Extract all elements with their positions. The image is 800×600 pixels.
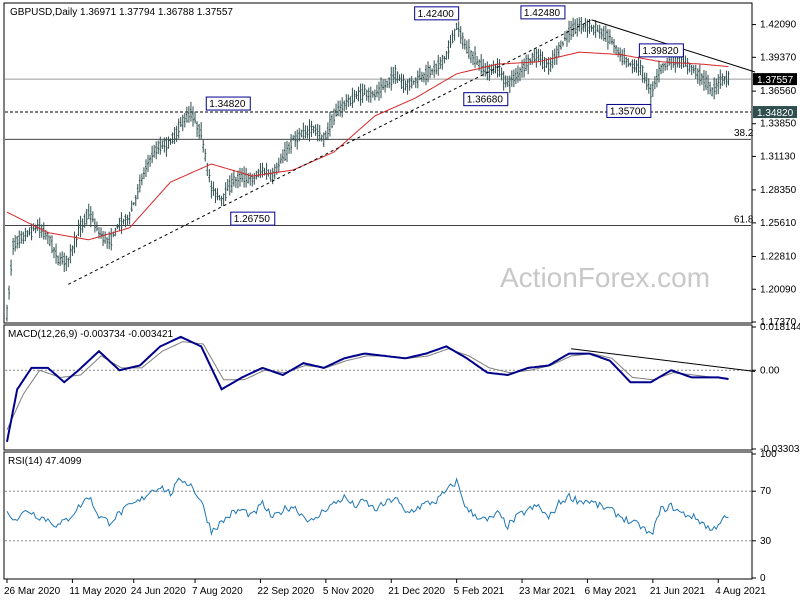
annotation-label: 1.35700 (610, 106, 647, 117)
price-tick-label: 1.20090 (760, 284, 797, 295)
fib-label: 38.2 (734, 128, 754, 139)
price-tick-label: 1.31130 (760, 151, 796, 162)
watermark: ActionForex.com (500, 262, 710, 293)
x-tick-label: 11 May 2020 (69, 586, 127, 597)
macd-trendline (571, 348, 756, 372)
x-tick-label: 23 Mar 2021 (519, 586, 576, 597)
moving-average (6, 51, 729, 241)
x-tick-label: 7 Aug 2020 (192, 586, 243, 597)
rsi-tick-label: 70 (760, 486, 772, 497)
macd-panel-frame (3, 324, 753, 451)
price-trendlines (68, 19, 756, 285)
price-tick-label: 1.17370 (760, 317, 797, 328)
moving-average-line (6, 51, 729, 241)
x-tick-label: 24 Jun 2020 (131, 586, 186, 597)
macd-tick-label: 0.00 (760, 365, 780, 376)
x-tick-label: 5 Nov 2020 (323, 586, 375, 597)
rsi-panel: 100 70 30 0 RSI(14) 47.4099 (3, 449, 777, 584)
macd-tick-label: 0.018144 (760, 322, 800, 333)
price-panel-frame (3, 2, 753, 324)
annotation-label: 1.26750 (234, 214, 271, 225)
support-price-tag (753, 106, 797, 119)
price-y-axis: 1.42090 1.39370 1.36560 1.33850 1.31130 1.283… (752, 20, 797, 328)
annotation-box (520, 5, 566, 20)
macd-y-axis: 0.018144 0.00 -0.033034 (752, 322, 800, 455)
x-tick-label: 21 Dec 2020 (388, 586, 445, 597)
price-tick-label: 1.28350 (760, 185, 797, 196)
annotation-box (463, 92, 509, 107)
annotation-label: 1.39820 (642, 46, 679, 57)
fib-label: 61.8 (734, 214, 754, 225)
macd-line (6, 335, 729, 442)
x-tick-label: 6 May 2021 (584, 586, 637, 597)
x-axis: 26 Mar 2020 11 May 2020 24 Jun 2020 7 Aug 2… (4, 579, 766, 597)
price-tick-label: 1.36560 (760, 86, 797, 97)
rsi-y-axis: 100 70 30 0 (752, 449, 777, 584)
current-price-label: 1.37557 (757, 75, 794, 86)
price-tick-label: 1.33850 (760, 119, 797, 130)
rsi-tick-label: 100 (760, 449, 777, 460)
annotation-box (230, 211, 276, 226)
x-tick-label: 21 Jun 2021 (650, 586, 705, 597)
trendline (68, 19, 592, 285)
current-price-tag (753, 73, 797, 86)
rsi-panel-frame (3, 451, 753, 580)
price-tick-label: 1.22810 (760, 252, 797, 263)
annotation-label: 1.42400 (418, 9, 455, 20)
annotation-box (638, 43, 684, 58)
rsi-line (6, 477, 729, 536)
annotation-box (414, 6, 460, 21)
x-tick-label: 22 Sep 2020 (257, 586, 314, 597)
macd-panel: 0.018144 0.00 -0.033034 MACD(12,26,9) -0.0… (3, 322, 800, 455)
price-panel: 1.42090 1.39370 1.36560 1.33850 1.31130 1.283… (3, 2, 797, 328)
price-panel-title: GBPUSD,Daily 1.36971 1.37794 1.36788 1.3… (10, 7, 233, 18)
annotation-label: 1.34820 (209, 99, 246, 110)
rsi-tick-label: 0 (760, 573, 766, 584)
rsi-lines (5, 477, 751, 542)
annotation-label: 1.36680 (467, 95, 504, 106)
price-tick-label: 1.25610 (760, 218, 797, 229)
price-tick-label: 1.42090 (760, 20, 797, 31)
rsi-panel-title: RSI(14) 47.4099 (8, 456, 82, 467)
support-price-label: 1.34820 (757, 108, 794, 119)
macd-lines (5, 335, 756, 442)
price-annotations: 1.42400 1.42480 1.39820 1.36680 1.35700 1.348… (205, 5, 684, 226)
annotation-box (606, 103, 652, 118)
annotation-box (205, 96, 251, 111)
x-tick-label: 4 Aug 2021 (715, 586, 766, 597)
rsi-tick-label: 30 (760, 536, 772, 547)
annotation-label: 1.42480 (524, 8, 561, 19)
x-tick-label: 26 Mar 2020 (4, 586, 61, 597)
fib-levels: 38.2 61.8 1.34820 1.37557 (5, 73, 797, 226)
x-tick-label: 5 Feb 2021 (454, 586, 505, 597)
price-candles (6, 17, 730, 322)
macd-panel-title: MACD(12,26,9) -0.003734 -0.003421 (8, 329, 174, 340)
macd-tick-label: -0.033034 (760, 444, 800, 455)
price-tick-label: 1.39370 (760, 52, 797, 63)
